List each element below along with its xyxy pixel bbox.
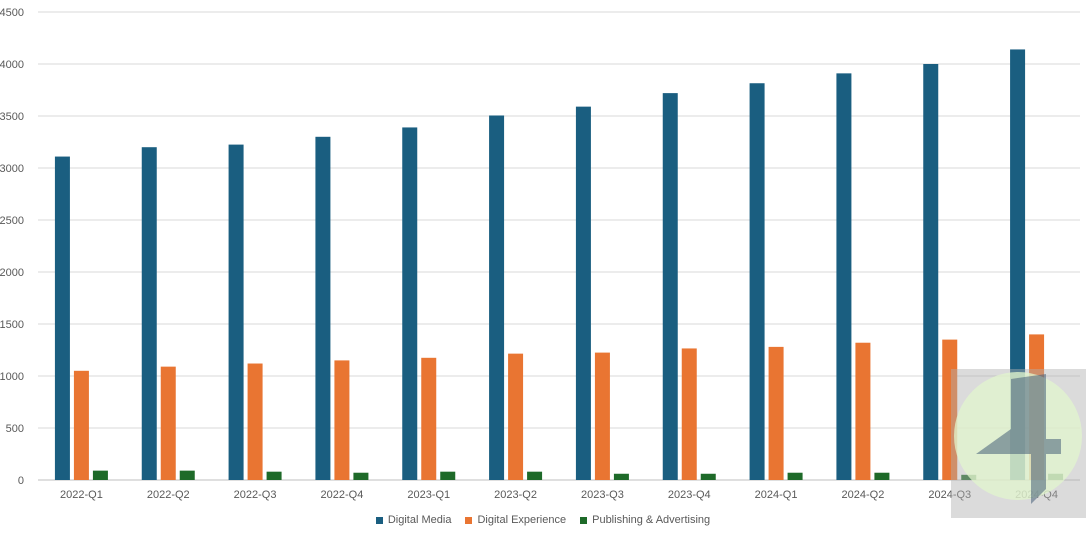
bar-publishing-advertising-2024-Q1 — [787, 472, 803, 480]
y-axis: 0 500 1000 1500 2000 2500 3000 3500 4000 4500 — [0, 7, 24, 487]
y-tick-label: 0 — [18, 475, 24, 487]
watermark-logo — [951, 369, 1086, 518]
bar-publishing-advertising-2022-Q1 — [92, 470, 108, 480]
x-tick-label: 2023-Q2 — [494, 489, 537, 501]
legend-swatch — [465, 516, 473, 524]
bar-digital-experience-2024-Q3 — [942, 339, 958, 480]
bar-digital-media-2024-Q3 — [923, 64, 939, 480]
legend-label: Digital Media — [387, 514, 452, 526]
x-tick-label: 2023-Q4 — [668, 489, 711, 501]
bar-digital-media-2023-Q4 — [662, 93, 678, 481]
x-tick-label: 2022-Q2 — [147, 489, 190, 501]
bar-publishing-advertising-2023-Q1 — [440, 471, 456, 480]
watermark-glyph — [976, 374, 1061, 504]
legend: Digital Media Digital Experience Publishin… — [0, 514, 1086, 526]
y-tick-label: 2500 — [0, 215, 24, 227]
bar-digital-media-2022-Q3 — [228, 144, 244, 480]
bar-digital-media-2024-Q2 — [836, 73, 852, 481]
y-tick-label: 3000 — [0, 163, 24, 175]
bar-digital-experience-2024-Q1 — [768, 346, 784, 480]
x-tick-label: 2024-Q3 — [928, 489, 971, 501]
bar-publishing-advertising-2022-Q3 — [266, 471, 282, 480]
bar-digital-experience-2023-Q3 — [594, 352, 610, 480]
y-tick-label: 1500 — [0, 319, 24, 331]
x-tick-label: 2023-Q3 — [581, 489, 624, 501]
legend-swatch — [375, 516, 383, 524]
bar-publishing-advertising-2023-Q3 — [613, 473, 629, 480]
bar-digital-experience-2023-Q4 — [681, 348, 697, 480]
watermark-shape — [976, 374, 1061, 504]
y-tick-label: 4000 — [0, 59, 24, 71]
bar-digital-media-2023-Q2 — [489, 115, 505, 480]
bar-publishing-advertising-2022-Q4 — [353, 472, 369, 480]
x-axis: 2022-Q1 2022-Q2 2022-Q3 2022-Q4 2023-Q1 2023-… — [60, 489, 1058, 501]
legend-item: Publishing & Advertising — [580, 514, 710, 526]
y-tick-label: 1000 — [0, 371, 24, 383]
bar-digital-media-2022-Q2 — [141, 147, 157, 480]
y-tick-label: 500 — [6, 423, 24, 435]
legend-item: Digital Media — [375, 514, 452, 526]
bar-digital-experience-2022-Q4 — [334, 360, 350, 480]
x-tick-label: 2022-Q1 — [60, 489, 103, 501]
bar-digital-experience-2023-Q2 — [508, 353, 524, 480]
x-tick-label: 2024-Q2 — [842, 489, 885, 501]
bar-publishing-advertising-2024-Q2 — [874, 472, 890, 480]
y-tick-label: 3500 — [0, 111, 24, 123]
bar-digital-media-2023-Q1 — [402, 127, 418, 480]
x-tick-label: 2022-Q4 — [321, 489, 364, 501]
legend-item: Digital Experience — [465, 514, 566, 526]
y-tick-label: 4500 — [0, 7, 24, 19]
bars — [54, 49, 1064, 481]
gridlines — [38, 11, 1080, 481]
bar-digital-media-2023-Q3 — [575, 106, 591, 480]
x-tick-label: 2022-Q3 — [234, 489, 277, 501]
bar-digital-media-2022-Q1 — [54, 156, 70, 480]
legend-label: Publishing & Advertising — [592, 514, 711, 526]
x-tick-label: 2023-Q1 — [407, 489, 450, 501]
bar-digital-experience-2022-Q1 — [73, 370, 89, 480]
bar-publishing-advertising-2023-Q4 — [700, 473, 716, 480]
bar-digital-experience-2023-Q1 — [421, 357, 437, 480]
legend-swatch — [580, 516, 588, 524]
bar-digital-experience-2022-Q2 — [160, 366, 176, 480]
x-tick-label: 2024-Q1 — [755, 489, 798, 501]
bar-publishing-advertising-2023-Q2 — [527, 471, 543, 480]
bar-digital-media-2022-Q4 — [315, 136, 331, 481]
bar-digital-experience-2022-Q3 — [247, 363, 263, 480]
bar-digital-media-2024-Q1 — [749, 83, 765, 481]
bar-publishing-advertising-2022-Q2 — [179, 470, 195, 480]
y-tick-label: 2000 — [0, 267, 24, 279]
legend-label: Digital Experience — [477, 514, 567, 526]
bar-digital-experience-2024-Q2 — [855, 342, 871, 480]
